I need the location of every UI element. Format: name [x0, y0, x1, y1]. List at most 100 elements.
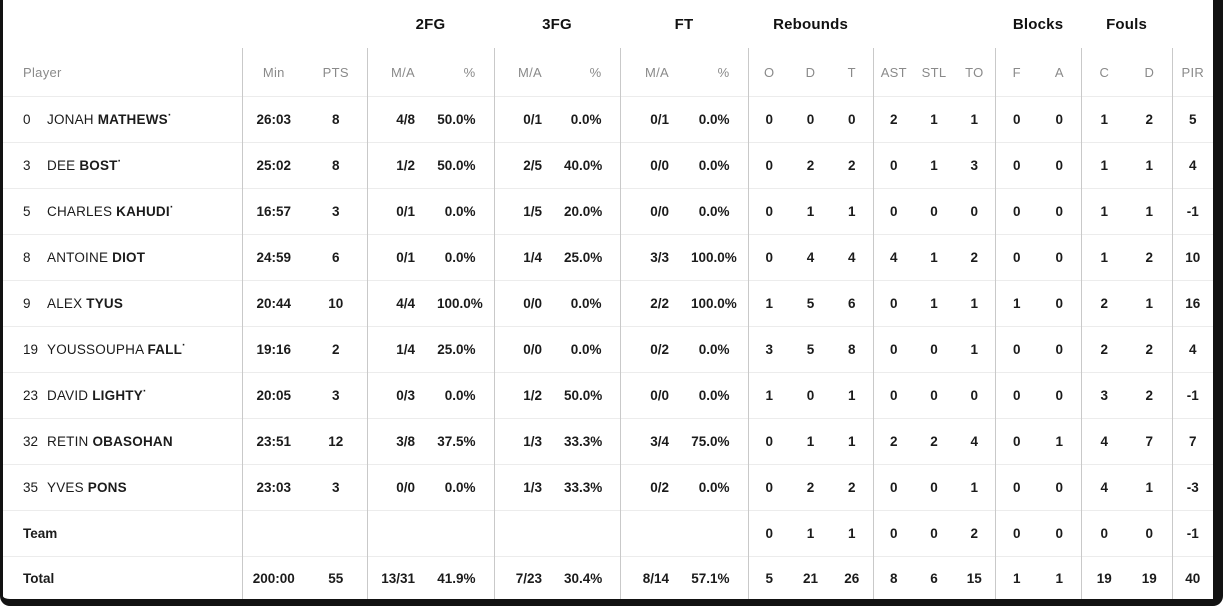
col-header-foul-d: D — [1144, 64, 1155, 80]
stat-cell: 20.0% — [564, 188, 620, 235]
stat-cell: 0.0% — [564, 326, 620, 373]
stat-cell: 1 — [831, 418, 874, 465]
stat-cell: 2 — [914, 418, 955, 465]
stat-cell: 0 — [790, 96, 832, 143]
stat-cell: 3 — [305, 188, 367, 235]
player-first-name: YVES — [47, 480, 88, 495]
col-header-3fg-ma: M/A — [493, 48, 564, 97]
player-row: 5 CHARLES KAHUDI· 16:57 3 0/1 0.0% 1/5 20.0% 0/0… — [3, 188, 1213, 235]
stat-cell: 50.0% — [437, 96, 494, 143]
group-header-row: 2FG 3FG FT Rebounds Blocks Fouls — [3, 0, 1213, 48]
stat-cell — [564, 510, 620, 557]
player-row: 3 DEE BOST· 25:02 8 1/2 50.0% 2/5 40.0% 0/0 0.0% 0… — [3, 142, 1213, 189]
player-last-name: LIGHTY — [92, 388, 143, 403]
stat-cell: 0 — [872, 280, 915, 327]
stat-cell: 0/1 — [619, 96, 691, 143]
table-body: 0 JONAH MATHEWS· 26:03 8 4/8 50.0% 0/1 0.0% 0/1 0… — [3, 96, 1213, 599]
stat-cell: 16:57 — [241, 188, 305, 235]
player-row: 19 YOUSSOUPHA FALL· 19:16 2 1/4 25.0% 0/0 0.0% 0… — [3, 326, 1213, 373]
player-row: 0 JONAH MATHEWS· 26:03 8 4/8 50.0% 0/1 0.0% 0/1 0… — [3, 96, 1213, 143]
stat-cell: 1 — [1127, 188, 1173, 235]
stat-cell: 2 — [1127, 96, 1173, 143]
stat-cell: 1 — [1080, 96, 1128, 143]
player-cell: 0 JONAH MATHEWS· — [3, 96, 242, 143]
group-blocks-label: Blocks — [1012, 15, 1064, 33]
stat-cell: 6 — [305, 234, 367, 281]
player-first-name: JONAH — [47, 112, 98, 127]
stat-cell: 7 — [1127, 418, 1173, 465]
player-last-name: BOST — [79, 158, 118, 173]
col-header-foul-c: C — [1080, 48, 1128, 97]
stat-cell: 0 — [994, 464, 1039, 511]
player-number: 32 — [23, 434, 39, 449]
stat-cell: 24:59 — [241, 234, 305, 281]
stat-cell: 1/3 — [493, 418, 564, 465]
stat-cell: 26 — [831, 556, 874, 599]
stat-cell: 21 — [790, 556, 832, 599]
stat-cell: 0 — [747, 418, 791, 465]
player-number: 9 — [23, 296, 31, 311]
stat-cell: 2 — [1080, 280, 1128, 327]
stat-cell: 0/1 — [366, 188, 437, 235]
stat-cell: 1 — [954, 96, 996, 143]
stat-cell: 3/3 — [619, 234, 691, 281]
stat-cell: 20:44 — [241, 280, 305, 327]
stat-cell: 1/2 — [366, 142, 437, 189]
stat-cell: 3 — [954, 142, 996, 189]
col-header-ast: AST — [872, 48, 915, 97]
stat-cell: 40.0% — [564, 142, 620, 189]
stat-cell: 3 — [1080, 372, 1128, 419]
box-score-table: 2FG 3FG FT Rebounds Blocks Fouls Player … — [3, 0, 1213, 599]
col-header-reb-t: T — [847, 64, 856, 80]
player-row: 9 ALEX TYUS 20:44 10 4/4 100.0% 0/0 0.0% 2/2 100.… — [3, 280, 1213, 327]
stat-cell: 10 — [1171, 234, 1213, 281]
stat-cell: 100.0% — [691, 234, 749, 281]
stat-cell: 0/0 — [619, 372, 691, 419]
stat-cell: 0.0% — [691, 326, 749, 373]
team-row-label: Team — [3, 510, 242, 557]
stat-cell: 1 — [1080, 234, 1128, 281]
stat-cell: 55 — [305, 556, 367, 599]
stat-cell: 50.0% — [564, 372, 620, 419]
stat-cell: 2 — [872, 96, 915, 143]
player-cell: 32 RETIN OBASOHAN — [3, 418, 242, 465]
player-number: 19 — [23, 342, 39, 357]
group-rebounds-label: Rebounds — [773, 15, 848, 33]
player-cell: 23 DAVID LIGHTY· — [3, 372, 242, 419]
stat-cell: 5 — [747, 556, 791, 599]
group-spacer — [873, 0, 995, 48]
stat-cell: -1 — [1171, 510, 1213, 557]
stat-cell: 13/31 — [366, 556, 437, 599]
stat-cell: 19 — [1080, 556, 1128, 599]
col-header-ft-pct: % — [717, 64, 730, 80]
col-header-min: Min — [241, 48, 305, 97]
stat-cell: 3/8 — [366, 418, 437, 465]
stat-cell: 8 — [872, 556, 915, 599]
player-last-name: FALL — [147, 342, 183, 357]
stat-cell — [305, 510, 367, 557]
stat-cell — [493, 510, 564, 557]
stat-cell — [366, 510, 437, 557]
stat-cell: 1 — [790, 510, 832, 557]
stat-cell: 0 — [914, 464, 955, 511]
stat-cell: 2 — [831, 464, 874, 511]
stat-cell: 1 — [954, 326, 996, 373]
stat-cell: 2 — [1080, 326, 1128, 373]
stat-cell: 3 — [305, 464, 367, 511]
stat-cell: 0 — [872, 510, 915, 557]
stat-cell: 10 — [305, 280, 367, 327]
stat-cell: 26:03 — [241, 96, 305, 143]
stat-cell: 57.1% — [691, 556, 749, 599]
stat-cell: 0 — [747, 188, 791, 235]
stat-cell: 25:02 — [241, 142, 305, 189]
stat-cell: 0.0% — [437, 372, 494, 419]
stat-cell: 0 — [872, 464, 915, 511]
stat-cell: 41.9% — [437, 556, 494, 599]
stat-cell: 1 — [954, 464, 996, 511]
stat-cell: 16 — [1171, 280, 1213, 327]
stat-cell: 100.0% — [691, 280, 749, 327]
stat-cell: 2 — [1127, 372, 1173, 419]
stat-cell: 75.0% — [691, 418, 749, 465]
player-last-name: KAHUDI — [116, 204, 170, 219]
stat-cell: 12 — [305, 418, 367, 465]
